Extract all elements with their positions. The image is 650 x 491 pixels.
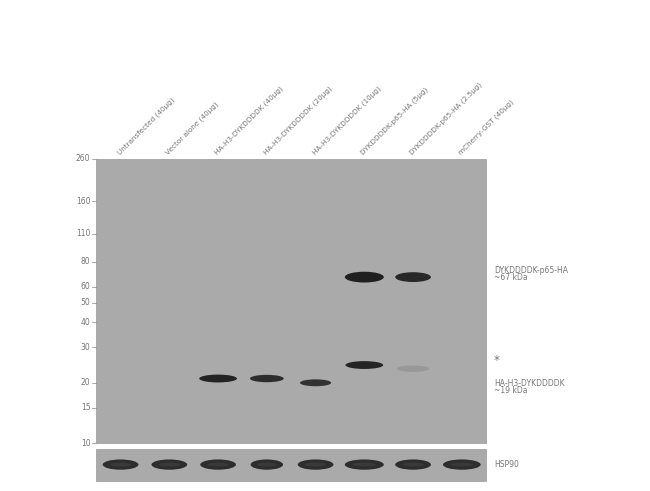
Text: 20: 20	[81, 378, 90, 387]
Ellipse shape	[443, 460, 481, 470]
Ellipse shape	[151, 460, 187, 470]
Ellipse shape	[395, 460, 431, 470]
Ellipse shape	[305, 463, 326, 466]
Ellipse shape	[450, 463, 473, 466]
Text: DYKDDDDK-p65-HA (5μg): DYKDDDDK-p65-HA (5μg)	[359, 86, 430, 156]
Text: 50: 50	[81, 298, 90, 307]
Text: 160: 160	[76, 196, 90, 206]
Ellipse shape	[346, 361, 384, 369]
Text: HSP90: HSP90	[494, 460, 519, 469]
Text: Vector alone (40μg): Vector alone (40μg)	[164, 101, 220, 156]
Ellipse shape	[298, 460, 333, 470]
Text: Untransfected (40μg): Untransfected (40μg)	[116, 97, 176, 156]
Text: 110: 110	[76, 229, 90, 238]
Ellipse shape	[250, 375, 283, 382]
Text: DYKDDDDK-p65-HA (2.5μg): DYKDDDDK-p65-HA (2.5μg)	[408, 82, 483, 156]
Text: 30: 30	[81, 343, 90, 352]
Ellipse shape	[300, 380, 331, 386]
Ellipse shape	[396, 365, 429, 372]
Text: 10: 10	[81, 439, 90, 448]
Text: ~19 kDa: ~19 kDa	[494, 385, 528, 395]
Ellipse shape	[159, 463, 180, 466]
Ellipse shape	[207, 463, 229, 466]
Text: DYKDDDDK-p65-HA: DYKDDDDK-p65-HA	[494, 266, 568, 275]
Ellipse shape	[344, 460, 383, 470]
Ellipse shape	[402, 463, 424, 466]
Bar	[96, 449, 486, 481]
Text: 60: 60	[81, 282, 90, 291]
Text: HA-H3-DYKDDDDK: HA-H3-DYKDDDDK	[494, 379, 565, 388]
Ellipse shape	[344, 272, 383, 282]
Text: 80: 80	[81, 257, 90, 266]
Ellipse shape	[352, 463, 376, 466]
Ellipse shape	[103, 460, 138, 470]
Text: *: *	[494, 355, 500, 367]
Ellipse shape	[251, 460, 283, 470]
Text: mCherry-GST (40μg): mCherry-GST (40μg)	[457, 99, 515, 156]
Ellipse shape	[110, 463, 131, 466]
Bar	[96, 159, 486, 443]
Text: ~67 kDa: ~67 kDa	[494, 273, 528, 282]
Ellipse shape	[395, 272, 431, 282]
Ellipse shape	[200, 460, 236, 470]
Text: 40: 40	[81, 318, 90, 327]
Text: HA-H3-DYKDDDDK (10μg): HA-H3-DYKDDDDK (10μg)	[311, 85, 382, 156]
Text: 15: 15	[81, 404, 90, 412]
Text: HA-H3-DYKDDDDK (40μg): HA-H3-DYKDDDDK (40μg)	[213, 85, 284, 156]
Text: HA-H3-DYKDDDDK (20μg): HA-H3-DYKDDDDK (20μg)	[262, 85, 333, 156]
Text: 260: 260	[76, 154, 90, 163]
Ellipse shape	[257, 463, 277, 466]
Ellipse shape	[200, 375, 237, 382]
